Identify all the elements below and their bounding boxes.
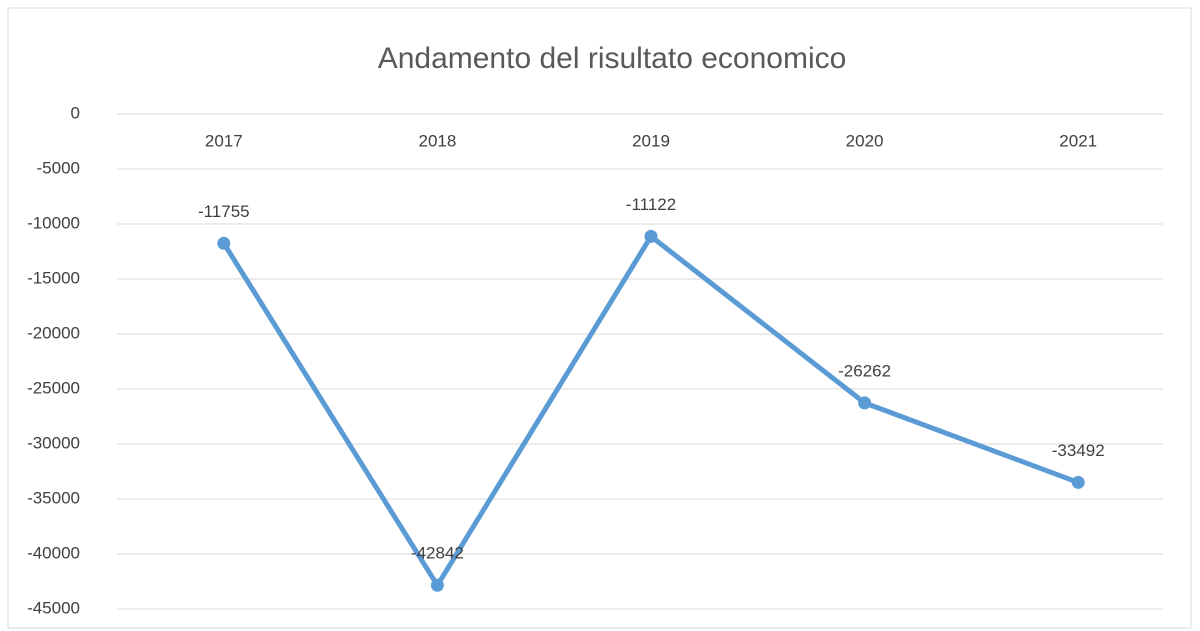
x-tick-label: 2021 [1059, 131, 1097, 150]
marker [644, 229, 658, 243]
y-tick-label: -20000 [27, 323, 80, 342]
data-label: -11122 [626, 195, 676, 214]
y-tick-label: -40000 [27, 543, 80, 562]
y-tick-label: -25000 [27, 378, 80, 397]
y-tick-label: -30000 [27, 433, 80, 452]
y-tick-label: -5000 [37, 158, 80, 177]
x-tick-label: 2018 [418, 131, 456, 150]
y-tick-label: -35000 [27, 488, 80, 507]
marker [217, 236, 231, 250]
marker [858, 396, 872, 410]
marker [1071, 475, 1085, 489]
y-tick-label: 0 [71, 103, 80, 122]
y-tick-label: -10000 [27, 213, 80, 232]
data-label: -11755 [198, 202, 250, 221]
y-tick-label: -15000 [27, 268, 80, 287]
marker [430, 578, 444, 592]
data-label: -33492 [1052, 441, 1105, 460]
data-label: -42842 [411, 544, 464, 563]
x-tick-label: 2019 [632, 131, 670, 150]
y-tick-label: -45000 [27, 598, 80, 617]
chart-title: Andamento del risultato economico [378, 42, 847, 75]
x-tick-label: 2017 [205, 131, 243, 150]
x-tick-label: 2020 [846, 131, 884, 150]
data-label: -26262 [838, 361, 891, 380]
